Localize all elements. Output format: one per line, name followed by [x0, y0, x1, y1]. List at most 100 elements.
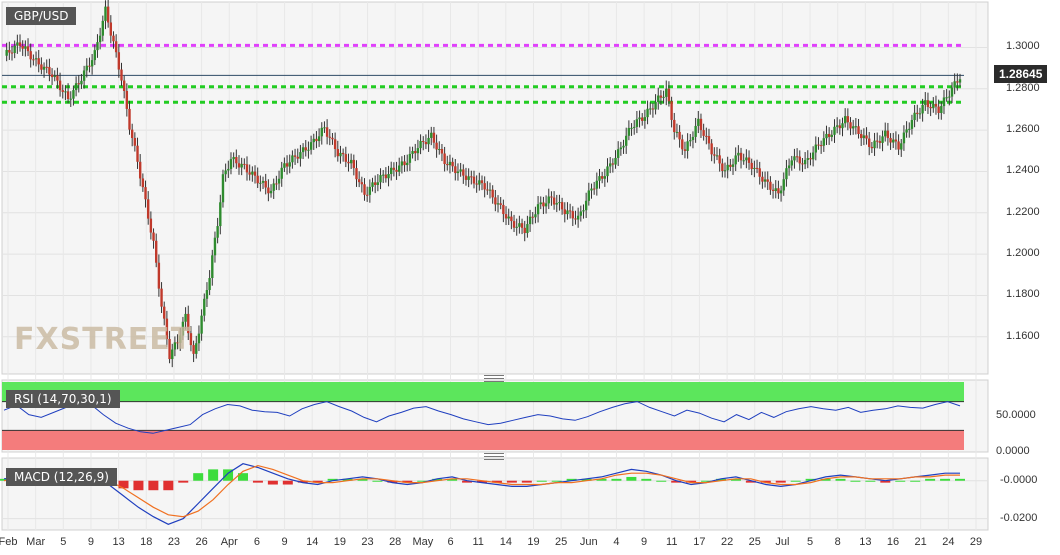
candle-body — [932, 104, 934, 108]
candle-body — [660, 96, 662, 98]
candle-body — [726, 165, 728, 170]
x-axis-tick: 11 — [472, 536, 483, 548]
x-axis-tick: 23 — [361, 536, 373, 548]
candle-body — [673, 120, 675, 132]
candle-body — [628, 128, 630, 136]
candle-body — [692, 137, 694, 140]
candle-body — [299, 152, 301, 159]
macd-histogram-bar — [850, 481, 860, 482]
candle-body — [310, 142, 312, 150]
candle-body — [636, 119, 638, 127]
macd-histogram-bar — [641, 479, 651, 481]
candle-body — [491, 190, 493, 198]
candle-body — [289, 162, 291, 166]
candle-body — [192, 345, 194, 354]
macd-pane-resize-handle[interactable] — [484, 453, 504, 460]
candle-body — [742, 160, 744, 161]
candle-body — [123, 81, 125, 91]
candle-body — [937, 107, 939, 113]
candle-body — [110, 22, 112, 35]
candle-body — [379, 175, 381, 182]
candle-body — [307, 150, 309, 151]
candle-body — [825, 134, 827, 138]
candle-body — [13, 46, 15, 53]
candle-body — [419, 141, 421, 148]
price-axis-tick: 1.2600 — [1006, 123, 1040, 135]
candle-body — [678, 132, 680, 139]
candle-body — [414, 151, 416, 153]
rsi-axis-tick: 50.0000 — [996, 409, 1036, 421]
candle-body — [804, 160, 806, 164]
x-axis-tick: 24 — [942, 536, 954, 548]
candle-body — [828, 134, 830, 137]
macd-histogram-bar — [925, 479, 935, 481]
candle-body — [222, 174, 224, 202]
x-axis-tick: 13 — [859, 536, 871, 548]
candle-body — [433, 133, 435, 143]
macd-histogram-bar — [940, 479, 950, 481]
candle-body — [716, 155, 718, 156]
candle-body — [118, 52, 120, 69]
candle-body — [521, 223, 523, 228]
candle-body — [718, 155, 720, 163]
candle-body — [751, 163, 753, 169]
candle-body — [283, 163, 285, 168]
rsi-pane-resize-handle[interactable] — [484, 375, 504, 382]
candle-body — [382, 175, 384, 176]
candle-body — [569, 210, 571, 211]
candle-body — [604, 176, 606, 179]
macd-histogram-bar — [910, 481, 920, 482]
candle-body — [617, 149, 619, 158]
candle-body — [286, 163, 288, 166]
price-axis-tick: 1.2200 — [1006, 206, 1040, 218]
candle-body — [876, 141, 878, 142]
x-axis-tick: Jul — [775, 536, 789, 548]
candle-body — [855, 126, 857, 127]
candle-body — [499, 203, 501, 205]
candle-body — [454, 166, 456, 173]
candle-body — [294, 155, 296, 156]
candle-body — [94, 50, 96, 60]
macd-histogram-bar — [626, 477, 636, 481]
candle-body — [625, 136, 627, 146]
candle-body — [550, 196, 552, 197]
x-axis-tick: Mar — [26, 536, 45, 548]
candle-body — [609, 163, 611, 166]
macd-histogram-bar — [522, 481, 532, 483]
candle-body — [903, 133, 905, 144]
candle-body — [126, 91, 128, 109]
candle-body — [542, 202, 544, 206]
candle-body — [713, 154, 715, 155]
candle-body — [155, 241, 157, 263]
candle-body — [475, 184, 477, 185]
candle-body — [732, 164, 734, 167]
candle-body — [953, 81, 955, 87]
candle-body — [777, 188, 779, 193]
candle-body — [705, 136, 707, 137]
x-axis-tick: May — [412, 536, 433, 548]
candle-body — [24, 46, 26, 48]
candle-body — [585, 201, 587, 210]
candle-body — [35, 58, 37, 59]
candle-body — [462, 169, 464, 175]
candle-body — [740, 153, 742, 160]
x-axis-tick: 8 — [835, 536, 841, 548]
candle-body — [860, 134, 862, 138]
macd-histogram-bar — [791, 481, 801, 482]
candle-body — [601, 176, 603, 179]
candle-body — [761, 177, 763, 182]
candle-body — [831, 135, 833, 137]
candle-body — [649, 109, 651, 110]
candle-body — [208, 278, 210, 290]
candle-body — [134, 138, 136, 146]
candle-body — [387, 174, 389, 178]
candle-body — [590, 189, 592, 191]
candle-body — [721, 163, 723, 171]
candle-body — [884, 131, 886, 137]
candle-body — [347, 162, 349, 163]
candle-body — [532, 217, 534, 218]
macd-axis-tick: -0.0000 — [1000, 474, 1037, 486]
candle-body — [32, 59, 34, 60]
candle-body — [622, 146, 624, 148]
